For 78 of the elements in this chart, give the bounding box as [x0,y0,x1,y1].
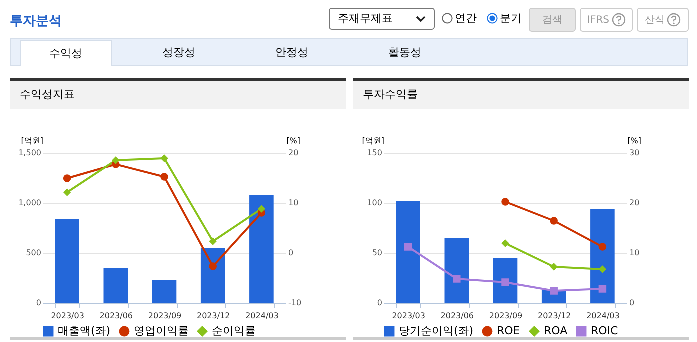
x-tick-label: 2023/09 [148,312,182,320]
x-tick-label: 2023/09 [489,312,523,320]
point [550,217,558,225]
text: 투자분석 [10,13,62,30]
y2-tick-label: 10 [288,198,299,208]
text: IFRS [580,8,633,32]
y-tick-label: 100 [367,198,382,208]
chart-title: 투자수익률 [353,81,689,109]
point [598,285,607,293]
y-tick-label: 50 [372,248,382,258]
text: 분기 [499,11,522,26]
point [258,205,266,213]
point [63,174,72,182]
point [550,287,558,295]
y-tick-label: 0 [36,298,42,308]
y-tick-label: 500 [26,248,42,258]
bar [200,248,226,303]
y2-tick-label: -10 [288,298,302,308]
point [502,278,510,286]
legend-label: 매출액(좌) [58,324,111,338]
legend-label: ROE [497,324,520,338]
y-axis-title: [억원] [21,136,44,146]
point [550,263,558,271]
x-tick-label: 2023/03 [51,312,84,320]
point [160,173,168,181]
point [63,188,72,196]
point [453,275,461,283]
legend-label: 당기순이익(좌) [399,324,474,338]
point [502,198,510,206]
point [404,243,412,251]
y2-tick-label: 0 [288,248,294,258]
chart-title: 수익성지표 [10,81,346,109]
legend-label: 순이익률 [212,324,256,338]
x-tick-label: 2023/06 [100,312,134,320]
point [112,156,120,164]
y2-axis-title: [%] [628,136,642,146]
point [598,243,607,251]
y-tick-label: 0 [377,298,382,308]
y2-tick-label: 0 [630,298,635,308]
bar [250,195,274,303]
point [160,154,168,162]
text: 연간 [454,11,477,26]
x-tick-label: 2024/03 [246,312,279,320]
y-axis-title: [억원] [362,136,384,146]
legend-label: 영업이익률 [134,324,189,338]
y-tick-label: 150 [367,148,382,158]
text: 검색 [529,8,576,32]
point [209,238,217,246]
x-tick-label: 2023/12 [538,312,572,320]
bar [590,209,615,303]
y2-tick-label: 20 [288,148,299,158]
text: 주재무제표 [329,8,435,30]
y-tick-label: 1,500 [18,148,42,158]
x-tick-label: 2023/06 [440,312,474,320]
text: 수익성 [20,40,112,66]
bar [55,219,80,303]
text: 산식 [637,8,689,32]
point [209,262,217,270]
x-tick-label: 2024/03 [586,312,620,320]
bar [104,268,128,303]
y2-tick-label: 20 [630,198,640,208]
point [598,266,607,274]
y2-tick-label: 30 [630,148,640,158]
text: 성장성 [162,45,196,61]
point [502,240,510,248]
y2-tick-label: 10 [630,248,640,258]
text: 안정성 [274,45,310,61]
legend-label: ROIC [591,324,619,338]
y2-axis-title: [%] [286,136,300,146]
bar [396,201,420,303]
x-tick-label: 2023/03 [392,312,426,320]
bar [152,280,177,303]
bar [493,258,518,303]
text: 활동성 [388,45,422,61]
x-tick-label: 2023/12 [196,312,230,320]
bar [444,238,470,303]
y-tick-label: 1,000 [18,198,42,208]
legend-label: ROA [544,324,568,338]
